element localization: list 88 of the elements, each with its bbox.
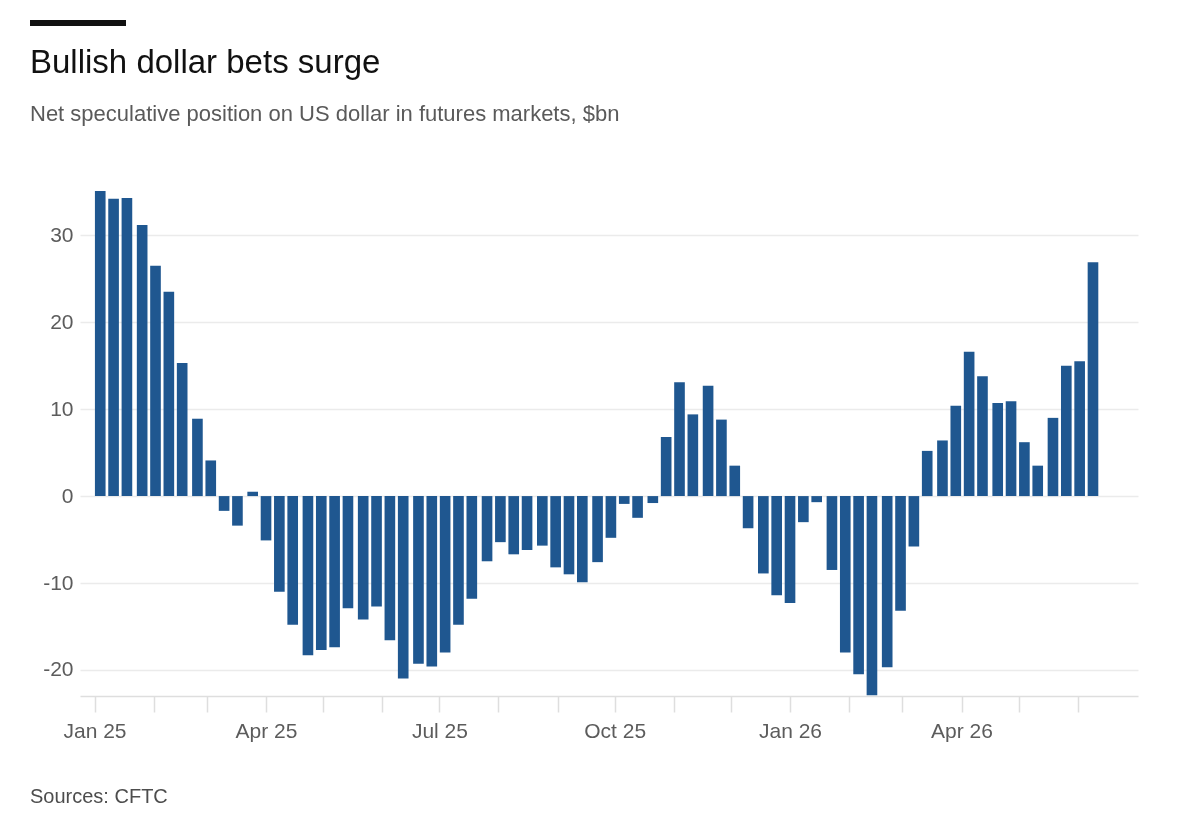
y-tick-label: 30 xyxy=(50,222,74,246)
bar xyxy=(716,419,727,497)
bar xyxy=(315,496,327,650)
bar xyxy=(1060,365,1072,497)
bar xyxy=(121,197,133,497)
bar xyxy=(453,496,464,625)
bar xyxy=(771,496,782,596)
bar xyxy=(192,418,203,497)
x-tick-label: Jan 25 xyxy=(63,718,127,742)
bar xyxy=(205,460,217,497)
bar xyxy=(397,496,409,679)
x-tick-label: Oct 25 xyxy=(584,718,647,742)
chart-title: Bullish dollar bets surge xyxy=(30,43,381,80)
bar xyxy=(466,496,478,599)
bar xyxy=(784,496,796,603)
bar xyxy=(439,496,451,653)
bar xyxy=(371,496,382,607)
bar xyxy=(1047,417,1059,497)
y-tick-label: 10 xyxy=(50,396,74,420)
bar xyxy=(950,405,962,497)
x-tick-label: Apr 26 xyxy=(931,718,993,742)
bar xyxy=(536,496,548,546)
y-tick-label: 20 xyxy=(50,309,74,333)
bar xyxy=(592,496,603,563)
bar xyxy=(1005,401,1017,497)
bar xyxy=(674,382,685,497)
bar xyxy=(342,496,354,609)
bar xyxy=(977,376,988,497)
bar xyxy=(605,496,617,538)
x-tick-label: Apr 25 xyxy=(235,718,298,742)
bar xyxy=(921,450,933,497)
bar xyxy=(742,496,754,529)
x-tick-label: Jul 25 xyxy=(411,718,468,742)
bar xyxy=(729,465,741,497)
bar xyxy=(357,496,369,620)
bar xyxy=(853,496,864,675)
bar xyxy=(798,496,809,523)
bar xyxy=(495,496,506,543)
bar xyxy=(426,496,438,667)
bar xyxy=(508,496,520,555)
bar xyxy=(94,191,106,497)
bar xyxy=(687,414,699,497)
bar xyxy=(287,496,299,625)
bar xyxy=(563,496,575,575)
bar xyxy=(908,496,920,547)
bar xyxy=(274,496,285,592)
bar xyxy=(1087,262,1099,497)
y-tick-label: -10 xyxy=(43,570,74,594)
bar xyxy=(577,496,588,583)
bar xyxy=(1032,465,1044,497)
bar xyxy=(937,440,948,497)
bar xyxy=(176,363,188,497)
bar xyxy=(150,265,161,497)
bar xyxy=(963,351,975,497)
bar xyxy=(881,496,893,668)
bar xyxy=(702,385,714,497)
source-note: Sources: CFTC xyxy=(30,785,168,807)
x-tick-label: Jan 26 xyxy=(758,718,823,742)
bar xyxy=(550,496,561,568)
bar xyxy=(811,496,823,503)
bar xyxy=(660,436,672,497)
bar xyxy=(481,496,493,562)
y-tick-label: 0 xyxy=(61,483,74,507)
bar xyxy=(232,496,243,526)
bar xyxy=(302,496,314,656)
bar xyxy=(163,291,175,497)
bar xyxy=(247,491,258,497)
bar xyxy=(1019,442,1030,497)
bar xyxy=(108,198,119,497)
bar xyxy=(136,224,148,497)
chart-subtitle: Net speculative position on US dollar in futures markets, $bn xyxy=(30,101,620,126)
bar xyxy=(632,496,643,518)
bar xyxy=(839,496,851,653)
bar xyxy=(1074,361,1085,497)
bar xyxy=(521,496,533,550)
bar xyxy=(826,496,838,570)
bar xyxy=(866,496,878,696)
y-tick-label: -20 xyxy=(43,657,74,681)
bar xyxy=(758,496,769,574)
bar xyxy=(413,496,424,664)
bar xyxy=(260,496,272,541)
bar xyxy=(647,496,659,504)
bar xyxy=(618,496,630,504)
bar xyxy=(992,403,1004,497)
bar xyxy=(895,496,906,611)
bar xyxy=(329,496,340,648)
bar xyxy=(384,496,396,641)
bar xyxy=(218,496,230,511)
